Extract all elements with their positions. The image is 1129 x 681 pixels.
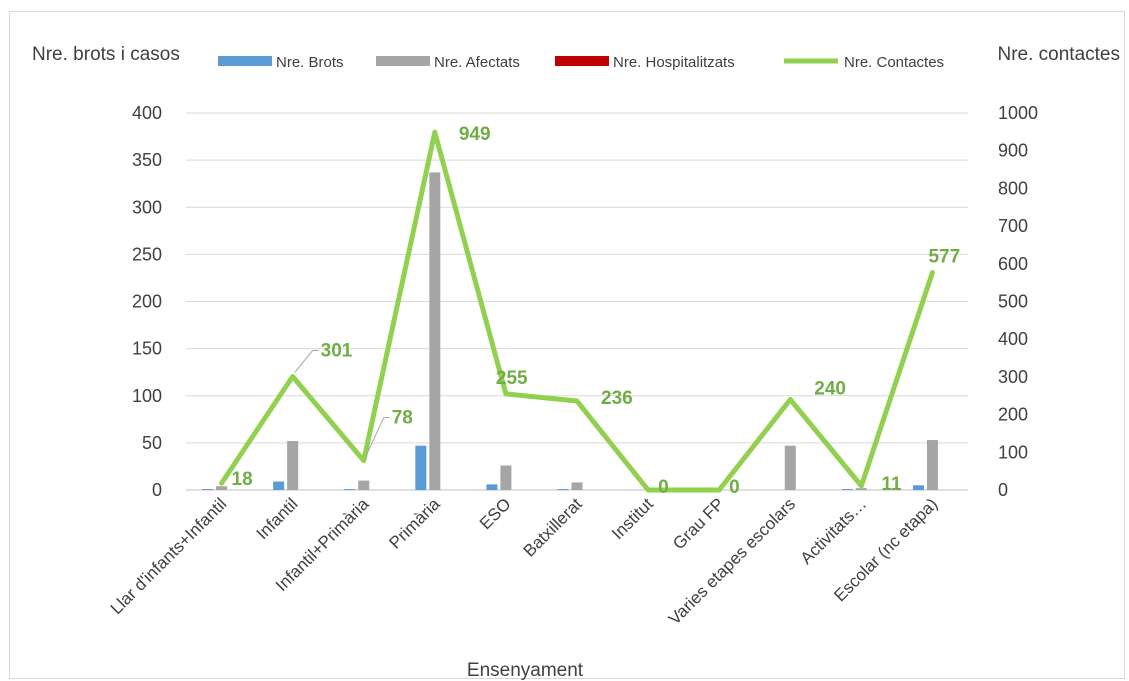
legend-swatch-nre-hospitalitzats [555,56,609,66]
data-label-9: 11 [881,474,902,495]
bar-nre-brots-2 [344,489,356,490]
left-tick-350: 350 [132,150,162,170]
bar-nre-afectats-3 [429,172,441,490]
bar-nre-brots-1 [273,481,285,490]
data-label-5: 236 [601,388,633,409]
legend-swatch-nre-brots [218,56,272,66]
legend-label-nre-contactes: Nre. Contactes [844,54,944,71]
bar-nre-brots-4 [486,484,498,490]
bar-series [202,172,938,490]
right-tick-300: 300 [998,367,1028,387]
left-tick-200: 200 [132,292,162,312]
left-tick-400: 400 [132,103,162,123]
right-tick-700: 700 [998,216,1028,236]
right-tick-900: 900 [998,141,1028,161]
data-label-2: 78 [392,408,413,429]
data-label-8: 240 [814,379,846,400]
data-labels: 18 301 78 949 255 236 0 0 240 11 577 [232,124,961,498]
legend-label-nre-afectats: Nre. Afectats [434,54,520,71]
right-axis-ticks: 0 100 200 300 400 500 600 700 800 900 1000 [998,103,1038,500]
leader-line-2 [365,417,385,457]
bar-nre-brots-3 [415,445,427,490]
bar-nre-afectats-5 [571,482,583,490]
bar-nre-afectats-2 [358,480,370,490]
left-axis-ticks: 0 50 100 150 200 250 300 350 400 [132,103,162,500]
left-tick-100: 100 [132,386,162,406]
line-contactes [219,129,935,493]
bar-nre-brots-10 [912,485,924,490]
right-tick-200: 200 [998,405,1028,425]
right-tick-400: 400 [998,329,1028,349]
data-label-10: 577 [928,246,960,267]
bar-nre-brots-5 [557,489,569,490]
bar-nre-afectats-4 [500,465,512,490]
data-label-0: 18 [232,469,253,490]
left-tick-300: 300 [132,197,162,217]
left-tick-150: 150 [132,339,162,359]
category-labels: Llar d'infants+Infantil InfantilInfantil+… [107,494,942,629]
right-tick-600: 600 [998,254,1028,274]
bar-nre-brots-0 [202,489,214,490]
category-label-8: Varies etapes escolars [665,494,799,628]
bar-nre-brots-9 [841,489,853,490]
legend-label-nre-hospitalitzats: Nre. Hospitalitzats [613,54,735,71]
category-label-4: ESO [476,494,515,533]
data-label-4: 255 [496,368,528,389]
category-label-9: Activitats… [797,494,871,568]
data-label-3: 949 [459,124,491,145]
category-label-3: Primària [385,494,444,553]
right-tick-800: 800 [998,178,1028,198]
legend-swatch-nre-afectats [376,56,430,66]
data-label-6: 0 [658,477,669,498]
bar-nre-afectats-9 [855,488,867,490]
left-axis-title: Nre. brots i casos [32,44,180,65]
right-tick-100: 100 [998,442,1028,462]
left-tick-250: 250 [132,244,162,264]
category-label-1: Infantil [253,494,302,543]
leader-line-1 [294,350,314,373]
data-label-7: 0 [729,477,740,498]
chart-frame [9,11,1125,679]
left-tick-0: 0 [152,480,162,500]
bar-nre-afectats-8 [784,445,796,490]
category-label-6: Institut [608,494,657,543]
bar-nre-afectats-10 [926,440,938,490]
category-label-7: Grau FP [669,494,728,553]
category-label-5: Batxillerat [520,494,586,560]
category-label-0: Llar d'infants+Infantil [107,494,231,618]
right-tick-500: 500 [998,292,1028,312]
legend-label-nre-brots: Nre. Brots [276,54,344,71]
left-tick-50: 50 [142,433,162,453]
bar-nre-afectats-1 [287,440,299,490]
right-tick-0: 0 [998,480,1008,500]
gridlines [186,112,968,491]
data-label-1: 301 [321,341,353,362]
right-axis-title: Nre. contactes [998,44,1121,65]
bar-nre-afectats-0 [216,486,228,490]
legend: Nre. Brots Nre. Afectats Nre. Hospitalitza… [218,54,944,71]
line-series [219,129,935,493]
x-axis-title: Ensenyament [467,660,584,681]
right-tick-1000: 1000 [998,103,1038,123]
